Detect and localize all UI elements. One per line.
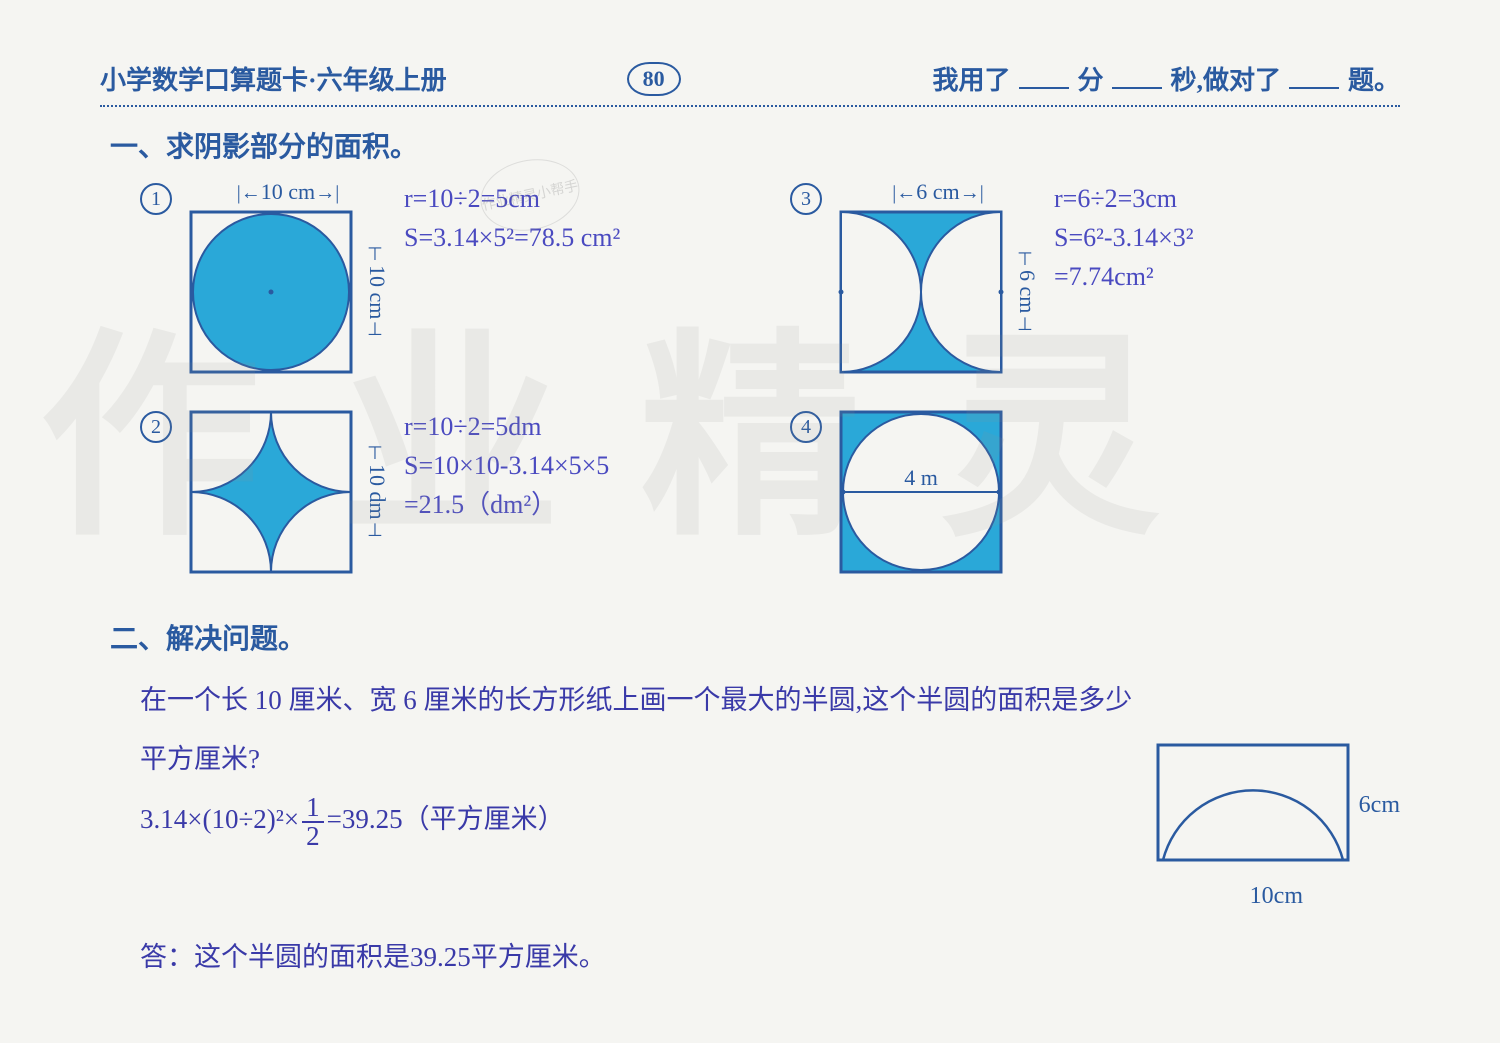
page-header: 小学数学口算题卡·六年级上册 80 我用了 分 秒,做对了 题。 <box>100 60 1400 107</box>
section2-title: 二、解决问题。 <box>110 617 1400 657</box>
problem-2-figure: ⊤ 10 dm ⊥ <box>186 407 390 577</box>
problem-1-calc: r=10÷2=5cm S=3.14×5²=78.5 cm² <box>404 179 750 257</box>
section2-body: 在一个长 10 厘米、宽 6 厘米的长方形纸上画一个最大的半圆,这个半圆的面积是… <box>140 671 1400 923</box>
problem-3: 3 |← 6 cm →| ⊤ 6 cm ⊥ <box>790 179 1400 377</box>
correct-blank[interactable] <box>1289 60 1339 89</box>
p1-right-dim: 10 cm <box>364 265 390 319</box>
p2-right-dim: 10 dm <box>364 464 390 520</box>
problem-3-number: 3 <box>790 183 822 215</box>
p3-svg <box>836 207 1006 377</box>
p3-top-dim: 6 cm <box>916 179 959 205</box>
problem-3-figure: |← 6 cm →| ⊤ 6 cm ⊥ <box>836 179 1040 377</box>
problem-4-figure: 4 m <box>836 407 1006 577</box>
p1-calc-l2: S=3.14×5²=78.5 cm² <box>404 218 750 257</box>
p1-svg <box>186 207 356 377</box>
problems-grid: 1 |← 10 cm →| ⊤ 10 cm ⊥ r=10 <box>140 179 1400 577</box>
section1-title: 一、求阴影部分的面积。 <box>110 125 1400 165</box>
page-number-badge: 80 <box>627 62 681 96</box>
p2-calc-l1: r=10÷2=5dm <box>404 407 750 446</box>
frac-num: 1 <box>302 794 324 823</box>
q2-line1: 在一个长 10 厘米、宽 6 厘米的长方形纸上画一个最大的半圆,这个半圆的面积是… <box>140 671 1400 730</box>
p3-right-dim: 6 cm <box>1014 270 1040 313</box>
q2-formula: 3.14×(10÷2)²×12=39.25（平方厘米） <box>140 790 1123 850</box>
p1-calc-l1: r=10÷2=5cm <box>404 179 750 218</box>
section2-diagram: 6cm 10cm <box>1153 740 1400 923</box>
formula-suffix: =39.25（平方厘米） <box>327 804 565 834</box>
section2-answer: 答：这个半圆的面积是39.25平方厘米。 <box>140 935 1400 974</box>
minutes-blank[interactable] <box>1019 60 1069 89</box>
problem-4-number: 4 <box>790 411 822 443</box>
problem-1-number: 1 <box>140 183 172 215</box>
header-timer: 我用了 分 秒,做对了 题。 <box>721 60 1400 97</box>
diagram-height-label: 6cm <box>1359 779 1400 832</box>
seconds-blank[interactable] <box>1112 60 1162 89</box>
p1-top-dim: 10 cm <box>261 179 315 205</box>
q-label: 题。 <box>1348 66 1400 95</box>
problem-2: 2 ⊤ 10 dm ⊥ r=10÷2=5dm S=10×10-3.14×5× <box>140 407 750 577</box>
p3-calc-l3: =7.74cm² <box>1054 257 1400 296</box>
p4-svg: 4 m <box>836 407 1006 577</box>
sec-label: 秒,做对了 <box>1170 66 1281 95</box>
p3-calc-l1: r=6÷2=3cm <box>1054 179 1400 218</box>
p2-svg <box>186 407 356 577</box>
p2-calc-l3: =21.5（dm²） <box>404 485 750 524</box>
q2-line2: 平方厘米? <box>140 730 1123 789</box>
problem-4: 4 4 m <box>790 407 1400 577</box>
frac-den: 2 <box>302 823 324 850</box>
min-label: 分 <box>1077 66 1103 95</box>
formula-prefix: 3.14×(10÷2)²× <box>140 804 299 834</box>
timer-prefix: 我用了 <box>932 66 1010 95</box>
header-title: 小学数学口算题卡·六年级上册 <box>100 60 447 97</box>
problem-2-calc: r=10÷2=5dm S=10×10-3.14×5×5 =21.5（dm²） <box>404 407 750 524</box>
p3-calc-l2: S=6²-3.14×3² <box>1054 218 1400 257</box>
fraction: 12 <box>302 794 324 850</box>
p2-calc-l2: S=10×10-3.14×5×5 <box>404 446 750 485</box>
problem-1: 1 |← 10 cm →| ⊤ 10 cm ⊥ r=10 <box>140 179 750 377</box>
p4-inner-label: 4 m <box>904 465 938 490</box>
problem-3-calc: r=6÷2=3cm S=6²-3.14×3² =7.74cm² <box>1054 179 1400 296</box>
problem-2-number: 2 <box>140 411 172 443</box>
diagram-width-label: 10cm <box>1153 870 1400 923</box>
problem-1-figure: |← 10 cm →| ⊤ 10 cm ⊥ <box>186 179 390 377</box>
